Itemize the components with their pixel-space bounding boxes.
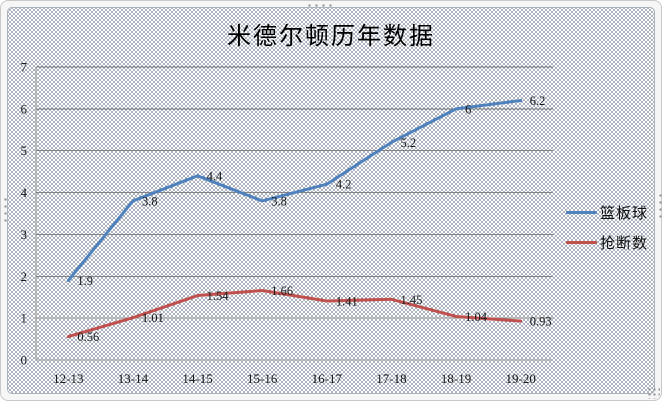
x-axis-tick-label: 14-15 xyxy=(182,371,212,386)
y-axis-tick-label: 7 xyxy=(21,60,28,75)
y-axis-tick-label: 2 xyxy=(21,269,28,284)
x-axis-tick-label: 13-14 xyxy=(118,371,149,386)
x-axis-tick-label: 12-13 xyxy=(53,371,83,386)
x-axis-tick-label: 17-18 xyxy=(376,371,406,386)
x-axis-tick-label: 19-20 xyxy=(506,371,536,386)
data-label: 4.2 xyxy=(336,178,352,192)
y-axis-tick-label: 5 xyxy=(21,143,28,158)
x-axis-tick-label: 15-16 xyxy=(247,371,278,386)
legend[interactable]: 篮板球 抢断数 xyxy=(566,202,648,253)
data-label: 3.8 xyxy=(271,194,287,208)
x-axis-tick-label: 16-17 xyxy=(312,371,343,386)
chart-title[interactable]: 米德尔顿历年数据 xyxy=(227,24,435,50)
data-label: 3.8 xyxy=(142,194,158,208)
resize-grip-icon[interactable] xyxy=(646,386,660,399)
legend-line-swatch-rebounds xyxy=(566,211,597,214)
legend-label: 抢断数 xyxy=(600,236,649,252)
legend-item-rebounds[interactable]: 篮板球 xyxy=(566,202,648,223)
series-line xyxy=(66,98,523,282)
data-label: 5.2 xyxy=(400,136,416,150)
data-label: 6 xyxy=(465,102,471,116)
data-label: 1.9 xyxy=(77,274,93,288)
data-label: 1.41 xyxy=(336,294,358,308)
x-axis-tick-label: 18-19 xyxy=(441,371,471,386)
data-label: 1.54 xyxy=(207,289,230,303)
data-label: 0.93 xyxy=(530,315,552,329)
legend-line-swatch-steals xyxy=(566,241,597,244)
y-axis-tick-label: 1 xyxy=(21,311,28,326)
data-label: 1.66 xyxy=(271,284,293,298)
series-line xyxy=(66,289,523,339)
y-axis-tick-label: 6 xyxy=(21,101,28,116)
legend-label: 篮板球 xyxy=(600,206,649,222)
selection-handle-right-icon[interactable] xyxy=(657,190,662,218)
data-label: 4.4 xyxy=(207,169,223,183)
data-label: 1.45 xyxy=(400,293,422,307)
y-axis-tick-label: 3 xyxy=(21,227,28,242)
data-label: 1.04 xyxy=(465,310,488,324)
y-axis-tick-label: 0 xyxy=(21,353,28,368)
y-axis-tick-label: 4 xyxy=(21,185,28,200)
selection-handle-left-icon[interactable] xyxy=(2,194,7,222)
chart-area-background[interactable] xyxy=(7,7,655,394)
data-label: 1.01 xyxy=(142,311,164,325)
selection-handle-top-icon[interactable] xyxy=(304,2,332,7)
data-label: 0.56 xyxy=(77,330,99,344)
data-label: 6.2 xyxy=(530,94,546,108)
legend-item-steals[interactable]: 抢断数 xyxy=(566,232,648,253)
